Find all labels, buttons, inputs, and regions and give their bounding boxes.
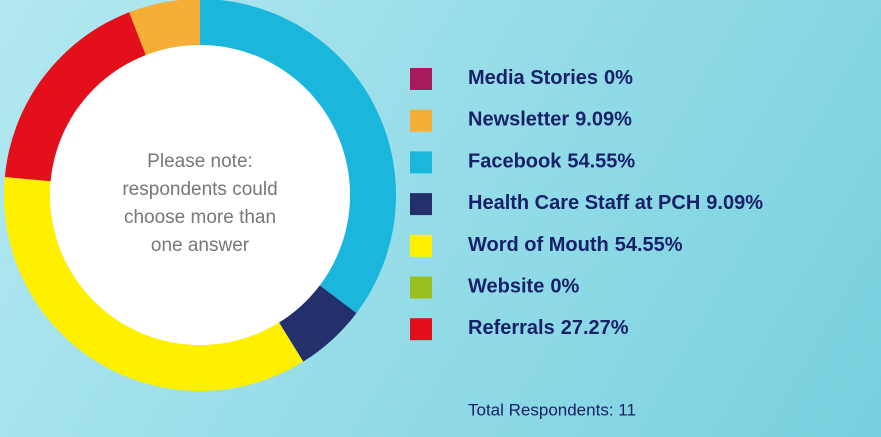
legend-swatch [410,109,432,132]
donut-segment [4,12,146,182]
legend-entry: Referrals 27.27% [468,317,629,339]
legend-value: 9.09% [575,109,632,131]
legend-swatch [410,68,432,90]
legend-swatch [410,193,432,216]
legend-name: Facebook [468,151,562,173]
legend-entry: Newsletter 9.09% [468,109,632,131]
legend-entry: Facebook 54.55% [468,151,635,173]
legend-entry: Website 0% [468,276,579,298]
footnote: Total Respondents: 11 [468,400,636,419]
legend-name: Website [468,276,544,298]
legend-name: Newsletter [468,109,569,131]
donut-segment [199,0,396,314]
legend-value: 54.55% [615,234,683,256]
legend-name: Media Stories [468,67,598,89]
legend-entry: Health Care Staff at PCH 9.09% [468,192,763,214]
donut-hole [50,45,350,345]
legend-value: 9.09% [706,192,763,214]
legend-name: Word of Mouth [468,234,609,256]
legend-entry: Word of Mouth 54.55% [468,234,683,256]
annotation: Please note: respondents could choose mo… [122,151,278,256]
legend-swatch [410,151,432,174]
legend-swatch [410,276,432,299]
donut-segment [3,176,304,391]
legend-value: 0% [604,67,633,89]
legend-value: 27.27% [561,317,629,339]
donut-segment [279,285,357,362]
donut-segment [129,0,200,56]
legend-swatch [410,318,432,341]
note-box: Please note: respondents could choose mo… [122,151,278,256]
legend-swatch [410,234,432,257]
legend-name: Health Care Staff at PCH [468,192,700,214]
legend-value: 54.55% [567,151,635,173]
legend-value: 0% [550,276,579,298]
legend-entry: Media Stories 0% [468,67,633,89]
legend-name: Referrals [468,317,555,339]
